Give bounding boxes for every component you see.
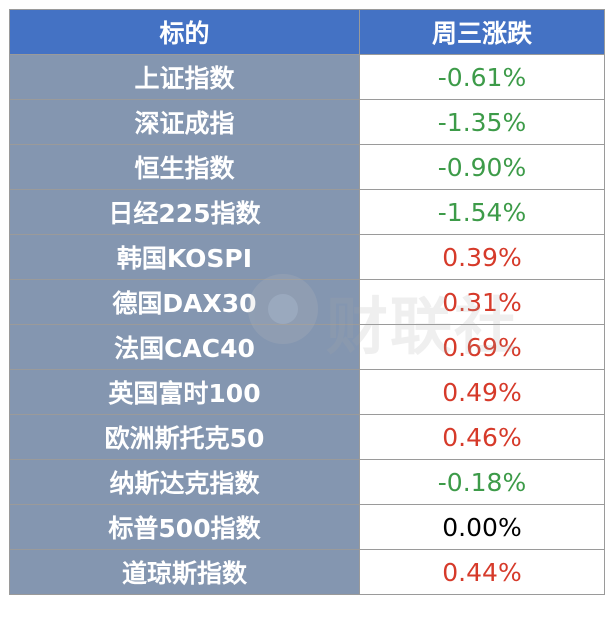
table-row: 英国富时100 0.49% (9, 369, 605, 415)
table-row: 法国CAC40 0.69% (9, 324, 605, 370)
index-name-cell: 韩国KOSPI (9, 234, 360, 280)
change-cell: 0.46% (359, 414, 605, 460)
table-header: 标的 周三涨跌 (9, 9, 605, 55)
table-row: 道琼斯指数 0.44% (9, 549, 605, 595)
index-name-cell: 法国CAC40 (9, 324, 360, 370)
header-name-cell: 标的 (9, 9, 360, 55)
index-change-table: 标的 周三涨跌 上证指数 -0.61% 深证成指 -1.35% 恒生指数 -0.… (9, 9, 605, 595)
change-cell: 0.44% (359, 549, 605, 595)
index-name-cell: 欧洲斯托克50 (9, 414, 360, 460)
change-cell: 0.31% (359, 279, 605, 325)
table-row: 德国DAX30 0.31% (9, 279, 605, 325)
table-body: 上证指数 -0.61% 深证成指 -1.35% 恒生指数 -0.90% 日经22… (9, 54, 605, 595)
table-row: 纳斯达克指数 -0.18% (9, 459, 605, 505)
table-row: 上证指数 -0.61% (9, 54, 605, 100)
header-change-cell: 周三涨跌 (359, 9, 605, 55)
header-row: 标的 周三涨跌 (9, 9, 605, 55)
table-row: 深证成指 -1.35% (9, 99, 605, 145)
table-row: 标普500指数 0.00% (9, 504, 605, 550)
change-cell: -0.90% (359, 144, 605, 190)
table-row: 欧洲斯托克50 0.46% (9, 414, 605, 460)
index-name-cell: 德国DAX30 (9, 279, 360, 325)
index-name-cell: 标普500指数 (9, 504, 360, 550)
change-cell: 0.00% (359, 504, 605, 550)
index-name-cell: 恒生指数 (9, 144, 360, 190)
table-row: 恒生指数 -0.90% (9, 144, 605, 190)
change-cell: -0.61% (359, 54, 605, 100)
index-name-cell: 英国富时100 (9, 369, 360, 415)
change-cell: 0.69% (359, 324, 605, 370)
index-name-cell: 上证指数 (9, 54, 360, 100)
change-cell: 0.39% (359, 234, 605, 280)
change-cell: 0.49% (359, 369, 605, 415)
index-name-cell: 深证成指 (9, 99, 360, 145)
change-cell: -1.54% (359, 189, 605, 235)
index-name-cell: 纳斯达克指数 (9, 459, 360, 505)
index-name-cell: 日经225指数 (9, 189, 360, 235)
index-name-cell: 道琼斯指数 (9, 549, 360, 595)
table-row: 韩国KOSPI 0.39% (9, 234, 605, 280)
change-cell: -0.18% (359, 459, 605, 505)
change-cell: -1.35% (359, 99, 605, 145)
table-row: 日经225指数 -1.54% (9, 189, 605, 235)
